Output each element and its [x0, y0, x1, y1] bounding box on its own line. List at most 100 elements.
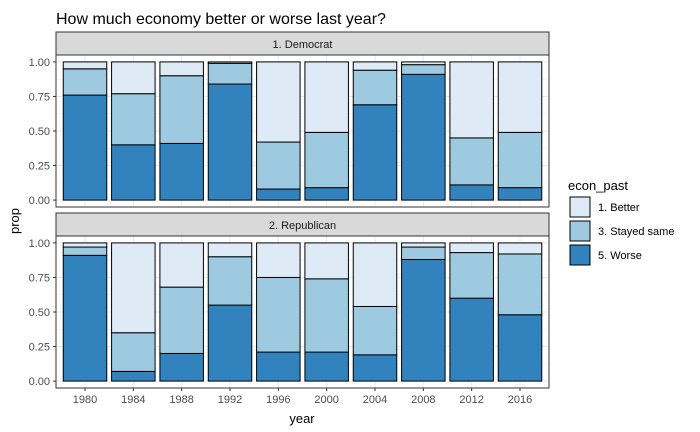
x-tick-label: 2016: [508, 394, 532, 406]
x-tick-label: 1988: [169, 394, 193, 406]
y-tick-label: 1.00: [29, 238, 50, 250]
legend-label: 5. Worse: [598, 250, 642, 262]
bar-3-stayed-same-2012: [449, 137, 494, 186]
legend-title: econ_past: [568, 178, 628, 193]
bar-3-stayed-same-2012: [449, 252, 494, 299]
bar-5-worse-2012: [449, 184, 494, 201]
y-tick-label: 0.00: [29, 195, 50, 207]
bar-5-worse-1996: [256, 188, 301, 201]
bar-3-stayed-same-1988: [159, 75, 204, 144]
bar-1-better-1988: [159, 61, 204, 77]
bar-1-better-1992: [207, 242, 253, 258]
facet-strip-label: 2. Republican: [269, 220, 336, 232]
bar-3-stayed-same-2008: [401, 64, 446, 75]
bar-3-stayed-same-2000: [304, 278, 349, 353]
bar-5-worse-1988: [159, 352, 204, 382]
y-tick-label: 0.50: [29, 307, 50, 319]
x-tick-label: 2012: [459, 394, 483, 406]
bar-1-better-2008: [401, 242, 446, 248]
legend-label: 1. Better: [598, 202, 640, 214]
bar-3-stayed-same-1996: [256, 141, 301, 190]
bar-1-better-2000: [304, 242, 349, 280]
bar-3-stayed-same-2004: [352, 305, 398, 356]
bar-1-better-1996: [256, 242, 301, 278]
x-tick-label: 2008: [411, 394, 435, 406]
bar-1-better-1980: [62, 61, 108, 70]
bar-5-worse-2008: [401, 73, 446, 201]
y-tick-label: 0.75: [29, 91, 50, 103]
bar-5-worse-2016: [497, 187, 543, 201]
bar-5-worse-2004: [352, 354, 398, 382]
bar-1-better-2016: [497, 61, 543, 133]
x-tick-label: 1996: [266, 394, 290, 406]
x-tick-label: 1980: [73, 394, 97, 406]
chart-title: How much economy better or worse last ye…: [56, 11, 386, 28]
bar-3-stayed-same-1980: [62, 246, 108, 256]
bar-5-worse-1992: [207, 83, 253, 201]
bar-3-stayed-same-2000: [304, 131, 349, 189]
facet-panel: 1. Democrat 0.00 0.25 0.50 0.75 1.00: [29, 31, 550, 208]
bar-1-better-2004: [352, 242, 398, 307]
bar-5-worse-1988: [159, 142, 204, 201]
legend-swatch: [569, 196, 591, 218]
bar-5-worse-1992: [207, 304, 253, 382]
bar-5-worse-2016: [497, 314, 543, 382]
bar-3-stayed-same-1988: [159, 286, 204, 354]
bar-3-stayed-same-1984: [111, 332, 156, 372]
bar-1-better-2004: [352, 61, 398, 71]
legend: econ_past 1. Better 3. Stayed same 5. Wors…: [568, 178, 674, 266]
bar-1-better-1984: [111, 61, 156, 95]
x-tick-label: 1992: [218, 394, 242, 406]
legend-swatch: [569, 244, 591, 266]
x-axis-title: year: [289, 411, 315, 426]
legend-swatch: [569, 220, 591, 242]
bar-3-stayed-same-2016: [497, 253, 543, 316]
bar-5-worse-2012: [449, 297, 494, 382]
x-tick-label: 1984: [121, 394, 145, 406]
bar-1-better-1992: [207, 61, 253, 64]
legend-label: 3. Stayed same: [598, 226, 674, 238]
bar-1-better-2012: [449, 242, 494, 254]
y-axis-title: prop: [7, 208, 22, 234]
bar-5-worse-2004: [352, 104, 398, 201]
bar-1-better-1996: [256, 61, 301, 143]
x-tick-label: 2000: [314, 394, 338, 406]
bar-5-worse-2000: [304, 351, 349, 382]
bar-5-worse-1980: [62, 94, 108, 201]
y-tick-label: 0.00: [29, 376, 50, 388]
bar-3-stayed-same-1984: [111, 93, 156, 146]
y-tick-label: 0.25: [29, 161, 50, 173]
bar-1-better-2016: [497, 242, 543, 255]
panel-border: [55, 235, 550, 389]
bar-1-better-2008: [401, 61, 446, 66]
bar-5-worse-1980: [62, 254, 108, 382]
bar-1-better-1984: [111, 242, 156, 334]
facet-strip-label: 1. Democrat: [273, 39, 333, 51]
y-tick-label: 1.00: [29, 57, 50, 69]
x-axis: 1980 1984 1988 1992 1996 2000 2004 2008 2012 2016: [73, 388, 532, 406]
bar-5-worse-1984: [111, 144, 156, 201]
bar-5-worse-2008: [401, 258, 446, 382]
bar-5-worse-2000: [304, 187, 349, 201]
y-tick-label: 0.50: [29, 126, 50, 138]
bar-3-stayed-same-2004: [352, 69, 398, 106]
bar-3-stayed-same-2008: [401, 246, 446, 260]
bar-1-better-2000: [304, 61, 349, 133]
bar-1-better-1988: [159, 242, 204, 288]
bar-3-stayed-same-1996: [256, 276, 301, 353]
bar-5-worse-1996: [256, 351, 301, 382]
x-tick-label: 2004: [363, 394, 387, 406]
bar-1-better-1980: [62, 242, 108, 248]
bar-1-better-2012: [449, 61, 494, 139]
bar-5-worse-1984: [111, 370, 156, 382]
bar-3-stayed-same-2016: [497, 131, 543, 189]
bar-3-stayed-same-1992: [207, 256, 253, 306]
bar-3-stayed-same-1992: [207, 62, 253, 85]
y-tick-label: 0.75: [29, 272, 50, 284]
facet-panel: 2. Republican 0.00 0.25 0.50 0.75 1.00: [29, 212, 550, 389]
bar-3-stayed-same-1980: [62, 68, 108, 96]
y-tick-label: 0.25: [29, 342, 50, 354]
panel-border: [55, 54, 550, 208]
